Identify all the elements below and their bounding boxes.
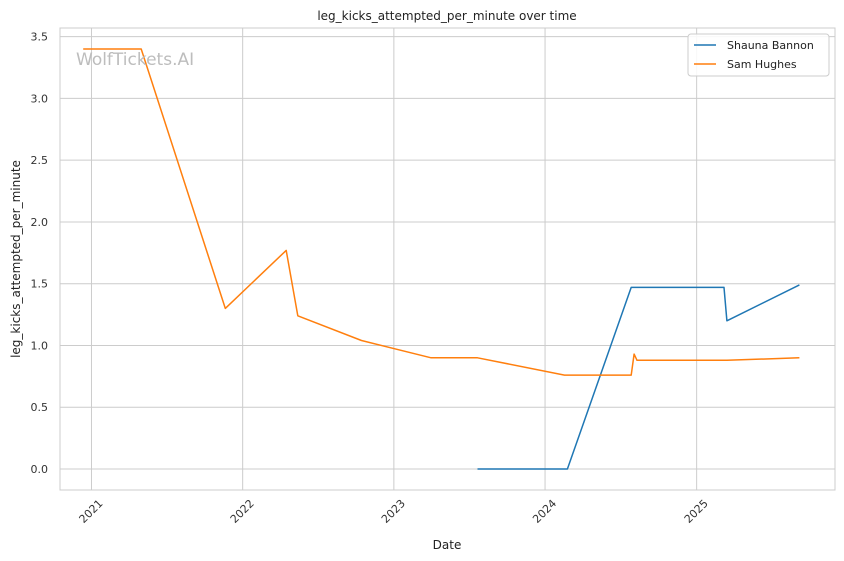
- x-axis-title: Date: [433, 538, 462, 552]
- y-axis-title: leg_kicks_attempted_per_minute: [9, 160, 23, 358]
- y-tick-label: 0.0: [31, 463, 49, 476]
- y-axis-ticks: 0.0 0.5 1.0 1.5 2.0 2.5 3.0 3.5: [31, 31, 49, 476]
- legend-label-sam-hughes: Sam Hughes: [727, 58, 797, 71]
- x-tick-label: 2021: [77, 497, 106, 526]
- legend-box: [687, 33, 830, 77]
- x-axis-ticks: 2021 2022 2023 2024 2025: [77, 497, 711, 526]
- x-tick-label: 2025: [682, 497, 711, 526]
- watermark: WolfTickets.AI: [76, 50, 194, 70]
- y-tick-label: 2.0: [31, 216, 49, 229]
- grid: [60, 28, 835, 490]
- x-tick-label: 2023: [379, 497, 408, 526]
- legend: Shauna Bannon Sam Hughes: [687, 33, 830, 77]
- y-tick-label: 1.5: [31, 278, 49, 291]
- legend-label-shauna-bannon: Shauna Bannon: [727, 39, 814, 52]
- y-tick-label: 3.0: [31, 92, 49, 105]
- chart-title: leg_kicks_attempted_per_minute over time: [317, 9, 576, 23]
- series-line-sam-hughes: [83, 48, 800, 376]
- y-tick-label: 3.5: [31, 31, 49, 44]
- x-tick-label: 2024: [530, 497, 559, 526]
- y-tick-label: 1.0: [31, 339, 49, 352]
- x-tick-label: 2022: [228, 497, 257, 526]
- y-tick-label: 2.5: [31, 154, 49, 167]
- series-line-shauna-bannon: [477, 284, 800, 470]
- plot-frame: [59, 27, 836, 491]
- series-lines: [83, 48, 800, 470]
- y-tick-label: 0.5: [31, 401, 49, 414]
